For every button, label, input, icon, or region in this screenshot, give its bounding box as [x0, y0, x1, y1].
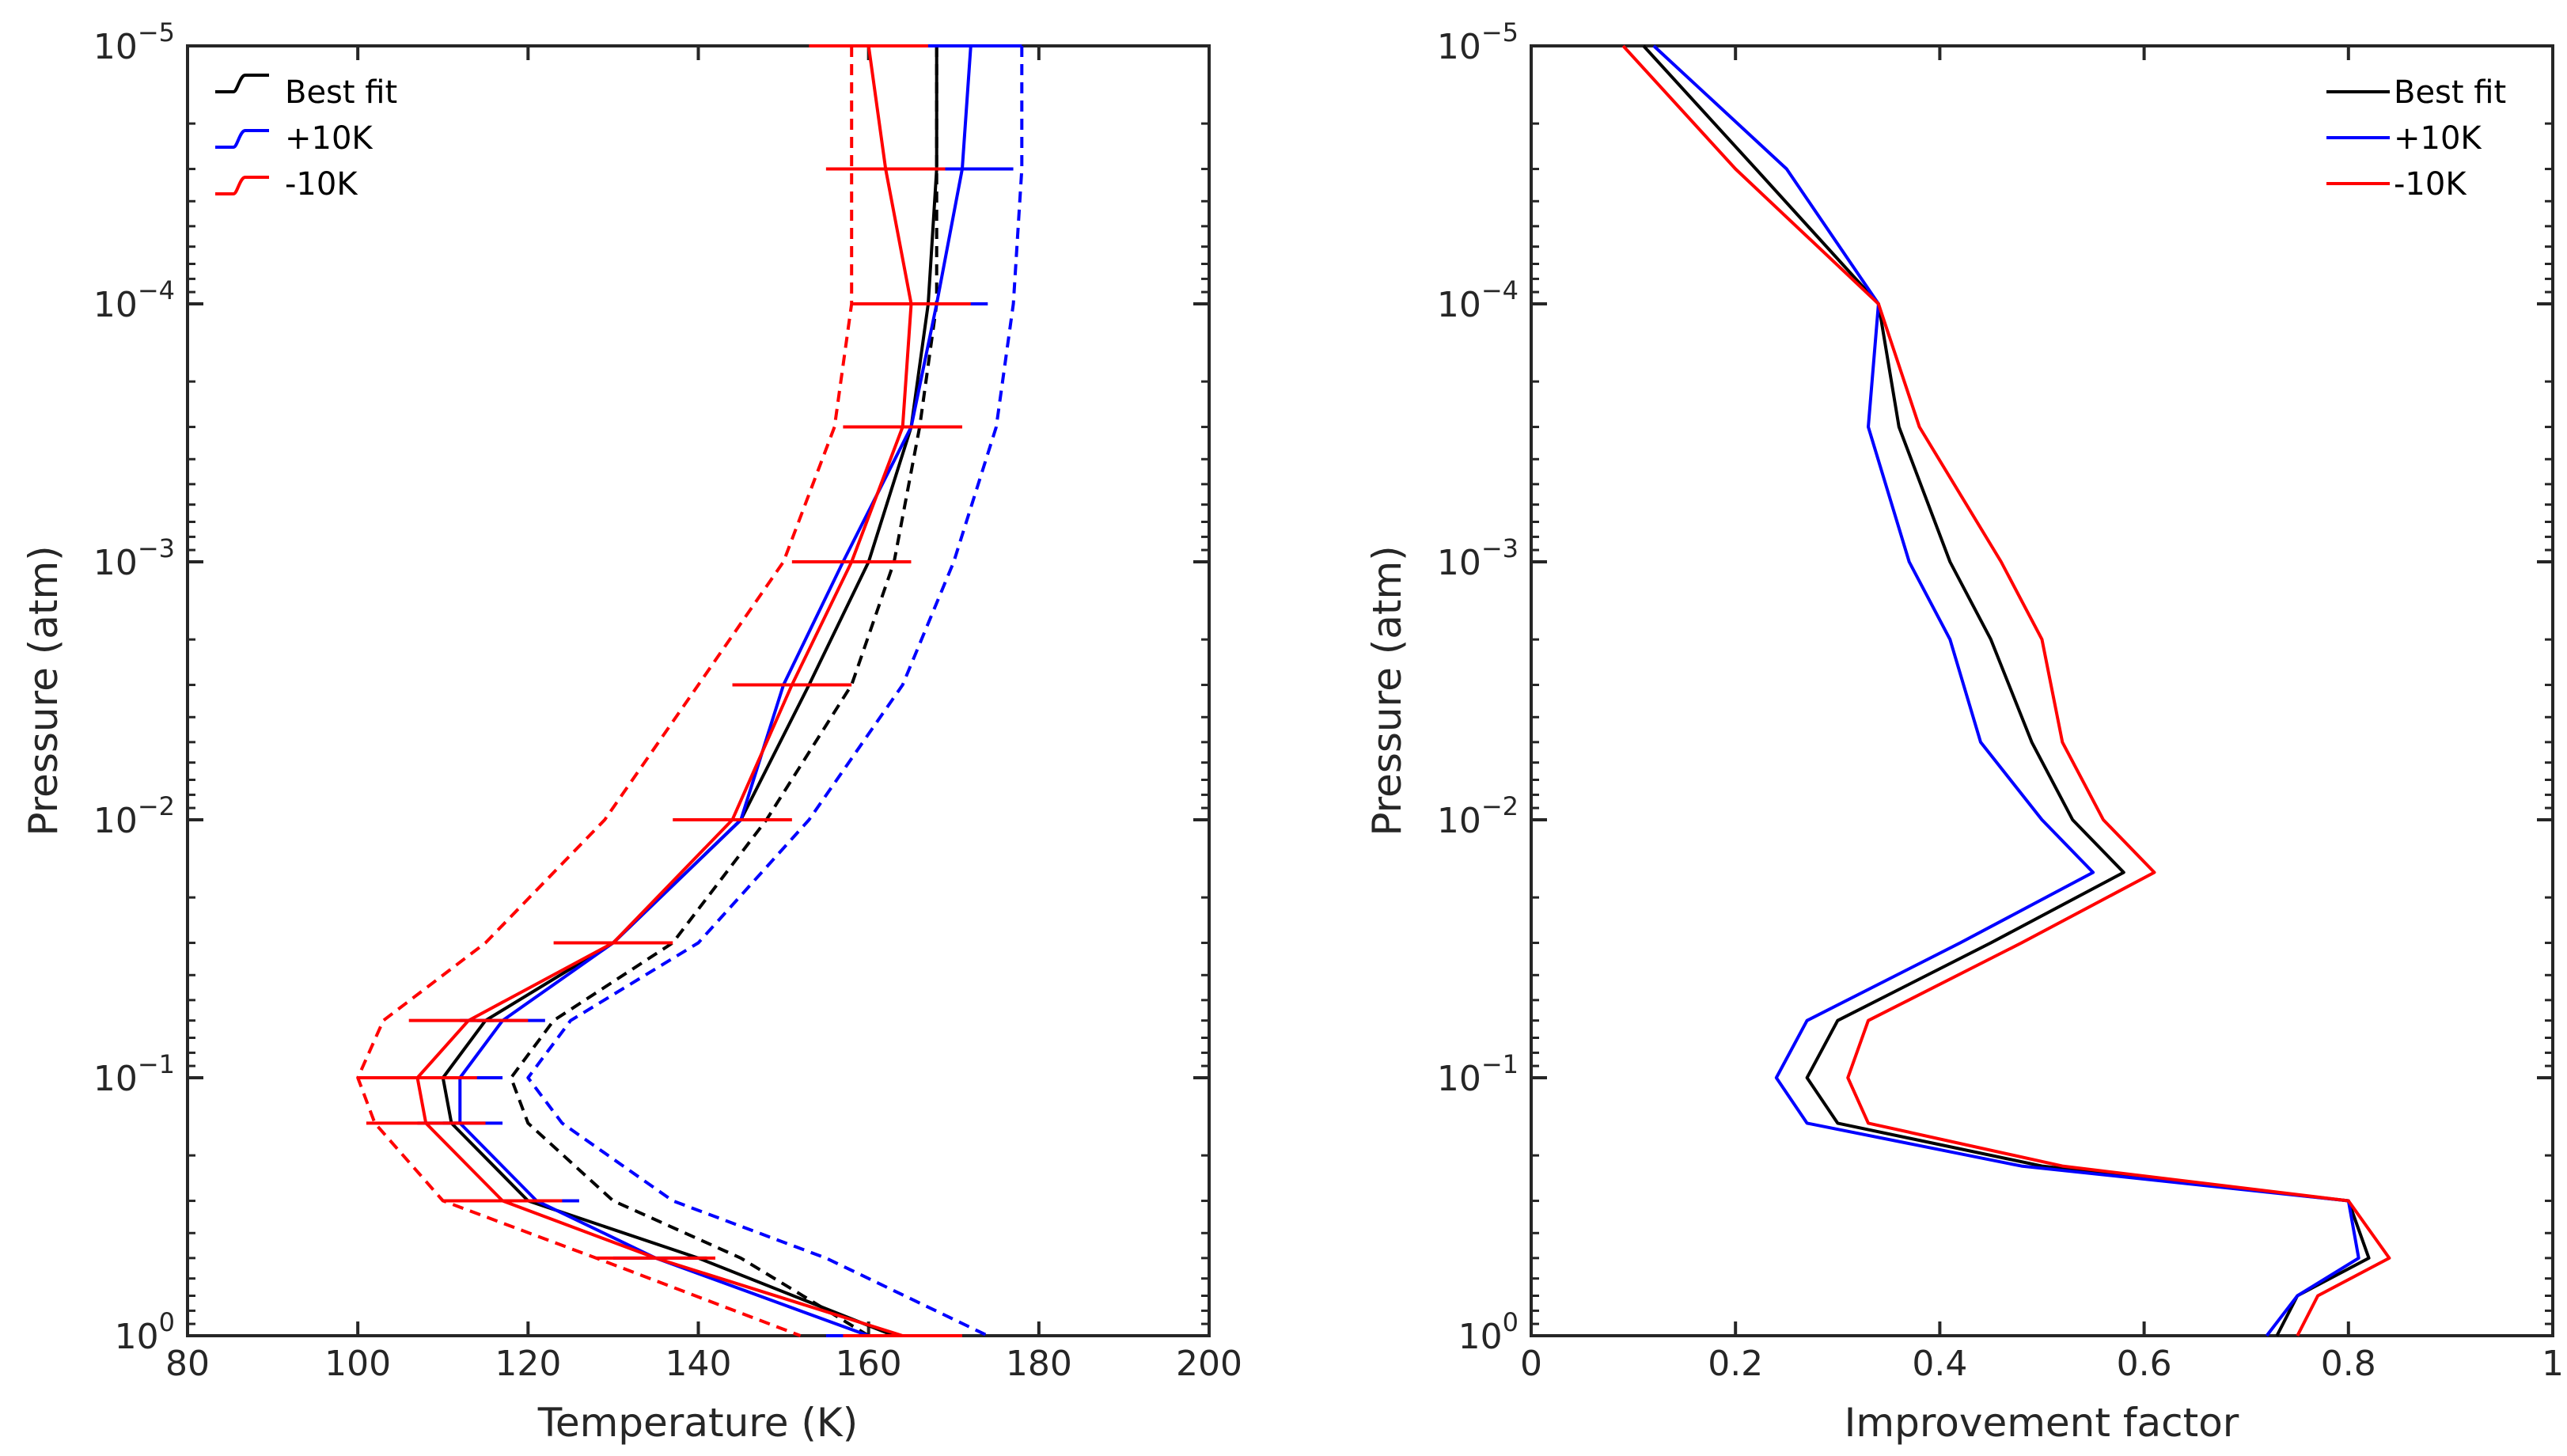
x-axis-label: Temperature (K): [537, 1400, 858, 1446]
x-tick-label: 180: [1006, 1344, 1072, 1384]
y-tick-label: 10−2: [93, 791, 175, 841]
y-tick-label: 100: [1458, 1307, 1519, 1357]
series-line-minus10k: [415, 45, 913, 1337]
x-tick-label: 0.4: [1912, 1344, 1967, 1384]
plot-area: [1530, 44, 2554, 1337]
y-tick-label: 10−3: [1437, 533, 1519, 583]
series-line-plus10k: [1652, 44, 2360, 1337]
y-tick-label: 10−2: [1437, 791, 1519, 841]
series-line-plus10k-prior: [526, 46, 1024, 1337]
legend-swatch-plus10k: [215, 129, 269, 149]
legend-label-plus10k: +10K: [285, 120, 373, 157]
y-axis-label: Pressure (atm): [21, 545, 66, 836]
x-tick-label: 160: [836, 1344, 902, 1384]
legend-swatch-minus10k: [215, 176, 269, 195]
y-tick-label: 10−5: [93, 17, 175, 67]
y-axis-label: Pressure (atm): [1364, 545, 1410, 836]
x-tick-label: 1: [2542, 1344, 2564, 1384]
y-tick-label: 10−3: [93, 533, 175, 583]
x-axis-label: Improvement factor: [1845, 1400, 2239, 1446]
x-tick-label: 100: [324, 1344, 391, 1384]
x-tick-label: 0.8: [2321, 1344, 2376, 1384]
legend-swatch-best-fit: [215, 74, 269, 93]
series-line-minus10k: [1621, 44, 2391, 1337]
y-tick-label: 10−4: [93, 275, 175, 325]
x-tick-label: 120: [495, 1344, 561, 1384]
legend-label-minus10k: -10K: [2394, 166, 2467, 203]
improvement-chart: 0 0.2 0.4 0.6 0.8 1 10−5 10−4 10−3 10−2 10−1 100 I…: [1364, 17, 2564, 1446]
legend: Best fit +10K -10K: [2326, 74, 2506, 203]
x-tick-label: 0: [1520, 1344, 1542, 1384]
temperature-chart: 80 100 120 140 160 180 200 10−510−410−310−210−…: [21, 17, 1242, 1446]
x-tick-label: 80: [165, 1344, 210, 1384]
x-tick-label: 0.2: [1708, 1344, 1763, 1384]
series-line-best-fit: [1642, 44, 2371, 1337]
y-tick-label: 10−1: [93, 1049, 175, 1099]
legend: Best fit +10K -10K: [215, 74, 397, 203]
legend-label-best-fit: Best fit: [285, 74, 397, 111]
x-tick-label: 140: [665, 1344, 732, 1384]
legend-label-minus10k: -10K: [285, 166, 358, 203]
series-line-minus10k-prior: [356, 46, 854, 1337]
y-tick-label: 100: [115, 1307, 175, 1357]
series-line-plus10k: [458, 45, 973, 1337]
legend-label-best-fit: Best fit: [2394, 74, 2506, 111]
y-tick-label: 10−1: [1437, 1049, 1519, 1099]
x-tick-label: 200: [1176, 1344, 1242, 1384]
y-tick-label: 10−4: [1437, 275, 1519, 325]
x-tick-label: 0.6: [2117, 1344, 2172, 1384]
legend-label-plus10k: +10K: [2394, 120, 2482, 157]
y-tick-label: 10−5: [1437, 17, 1519, 67]
